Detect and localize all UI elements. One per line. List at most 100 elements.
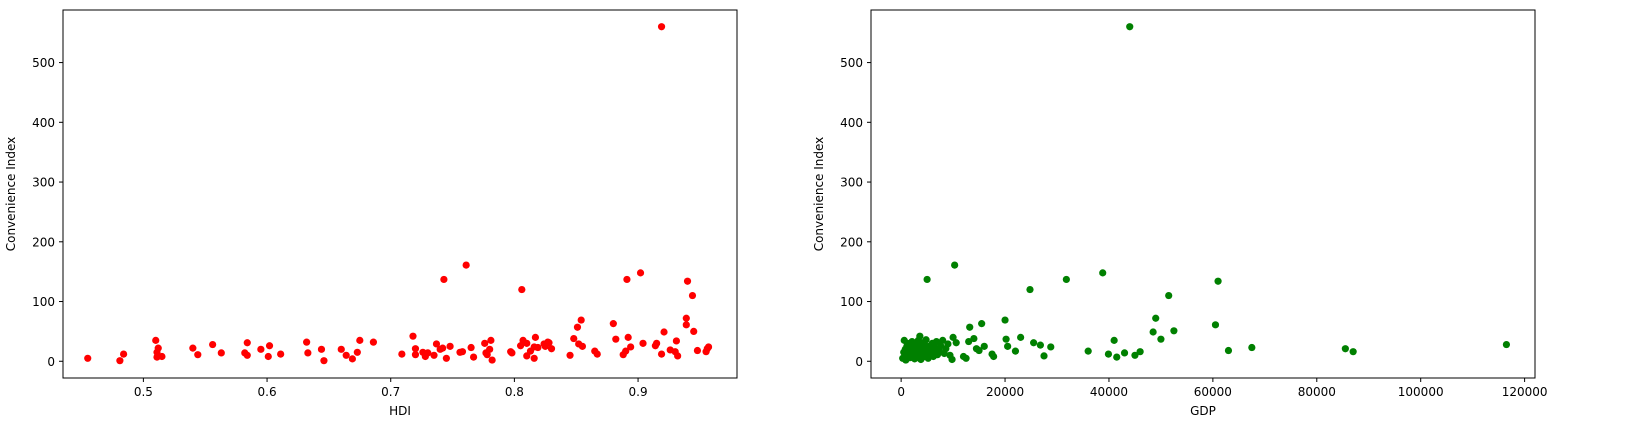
gdp-data-point xyxy=(944,340,952,348)
hdi-x-axis-label: HDI xyxy=(389,404,411,418)
gdp-x-axis-label: GDP xyxy=(1190,404,1216,418)
hdi-data-point xyxy=(612,335,620,343)
hdi-x-tick-label: 0.9 xyxy=(629,385,648,399)
hdi-data-point xyxy=(674,352,682,360)
gdp-y-axis-label: Convenience Index xyxy=(812,137,826,252)
hdi-y-tick-label: 300 xyxy=(32,176,55,190)
hdi-data-point xyxy=(152,336,160,344)
gdp-x-tick-label: 20000 xyxy=(986,385,1024,399)
hdi-data-point xyxy=(432,340,441,348)
hdi-data-point xyxy=(690,327,698,335)
hdi-data-point xyxy=(411,345,420,353)
hdi-y-tick-label: 500 xyxy=(32,56,55,70)
gdp-x-tick-label: 60000 xyxy=(1194,385,1232,399)
gdp-data-point xyxy=(948,355,956,364)
gdp-data-point xyxy=(1002,335,1010,343)
hdi-data-point xyxy=(120,350,128,358)
hdi-data-point xyxy=(609,320,617,328)
hdi-data-point xyxy=(458,348,467,356)
hdi-data-point xyxy=(158,352,166,361)
hdi-data-point xyxy=(693,346,702,355)
gdp-x-tick-label: 0 xyxy=(897,385,905,399)
hdi-data-point xyxy=(624,333,632,341)
hdi-data-point xyxy=(320,357,328,365)
hdi-data-point xyxy=(566,351,574,359)
hdi-x-tick-label: 0.6 xyxy=(258,385,277,399)
gdp-data-point xyxy=(980,342,988,350)
hdi-data-point xyxy=(545,339,553,347)
gdp-data-point xyxy=(1341,345,1349,353)
gdp-data-point xyxy=(1165,291,1173,300)
hdi-data-point xyxy=(194,351,202,359)
hdi-data-point xyxy=(440,275,448,284)
hdi-data-point xyxy=(672,337,681,345)
hdi-data-point xyxy=(317,345,326,353)
gdp-data-point xyxy=(923,275,931,284)
gdp-data-point xyxy=(952,339,960,347)
hdi-data-point xyxy=(430,351,438,359)
hdi-x-tick-label: 0.5 xyxy=(134,385,153,399)
gdp-data-point xyxy=(966,323,974,331)
hdi-data-point xyxy=(462,261,470,269)
gdp-data-point xyxy=(990,352,998,361)
hdi-data-point xyxy=(409,332,417,340)
gdp-points xyxy=(899,23,1511,364)
hdi-data-point xyxy=(531,333,540,341)
gdp-axes-frame xyxy=(870,9,1536,379)
gdp-data-point xyxy=(939,336,947,344)
hdi-data-point xyxy=(154,344,162,352)
hdi-points xyxy=(84,23,713,365)
hdi-data-point xyxy=(636,269,645,277)
hdi-data-point xyxy=(348,355,356,363)
hdi-data-point xyxy=(265,342,274,350)
gdp-data-point xyxy=(1126,23,1134,31)
hdi-y-tick-label: 0 xyxy=(47,355,55,369)
hdi-data-point xyxy=(277,350,285,358)
hdi-data-point xyxy=(411,351,420,359)
hdi-axes-frame xyxy=(62,9,738,379)
gdp-data-point xyxy=(1001,316,1009,324)
hdi-data-point xyxy=(518,285,526,294)
gdp-data-point xyxy=(1104,350,1113,358)
hdi-data-point xyxy=(442,354,450,362)
hdi-data-point xyxy=(682,314,690,322)
gdp-data-point xyxy=(1224,346,1233,355)
hdi-data-point xyxy=(486,345,494,353)
hdi-data-point xyxy=(217,349,225,357)
hdi-data-point xyxy=(534,343,542,352)
hdi-data-point xyxy=(257,345,265,353)
hdi-data-point xyxy=(304,349,312,357)
hdi-data-point xyxy=(657,23,666,31)
gdp-data-point xyxy=(1062,275,1070,284)
hdi-data-point xyxy=(657,350,666,358)
hdi-data-point xyxy=(508,349,516,357)
hdi-data-point xyxy=(623,275,631,284)
hdi-data-point xyxy=(660,328,668,336)
gdp-y-tick-label: 500 xyxy=(840,56,863,70)
hdi-data-point xyxy=(209,340,217,349)
gdp-data-point xyxy=(1131,351,1139,359)
gdp-data-point xyxy=(1004,342,1012,350)
hdi-data-point xyxy=(264,352,272,361)
hdi-data-point xyxy=(523,339,531,347)
hdi-y-tick-label: 100 xyxy=(32,295,55,309)
hdi-data-point xyxy=(653,339,661,347)
hdi-data-point xyxy=(303,338,311,346)
hdi-data-point xyxy=(483,351,491,359)
hdi-data-point xyxy=(622,347,630,355)
hdi-data-point xyxy=(398,350,406,358)
gdp-data-point xyxy=(1017,333,1025,341)
hdi-data-point xyxy=(682,321,690,329)
gdp-data-point xyxy=(1170,327,1178,335)
gdp-data-point xyxy=(916,332,924,340)
hdi-y-tick-label: 400 xyxy=(32,116,55,130)
gdp-data-point xyxy=(1152,314,1160,322)
hdi-data-point xyxy=(573,323,582,331)
hdi-data-point xyxy=(577,316,585,324)
gdp-data-point xyxy=(1157,335,1165,343)
gdp-data-point xyxy=(1149,328,1157,336)
gdp-y-tick-label: 200 xyxy=(840,235,863,249)
hdi-data-point xyxy=(547,345,556,353)
